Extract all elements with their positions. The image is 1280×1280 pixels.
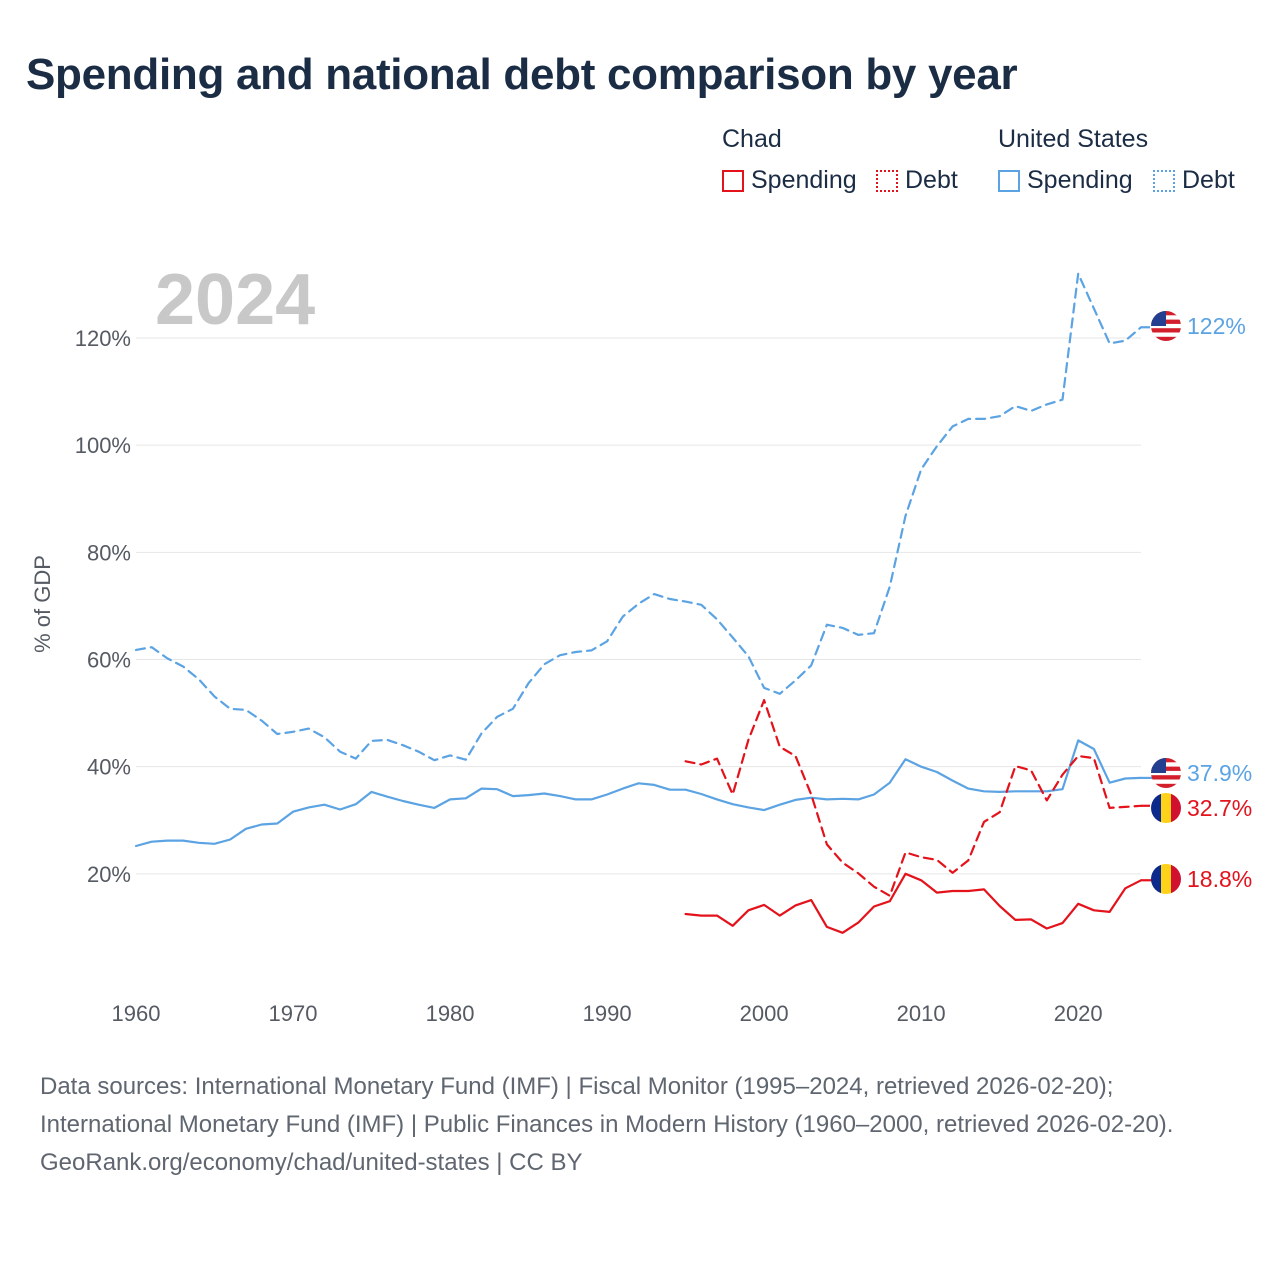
legend-group-united-states: United States [998,125,1149,153]
line-chart: 2024 20%40%60%80%100%120% 1960 1970 1980 19… [30,260,1252,1026]
chart-title: Spending and national debt comparison by… [26,50,1018,99]
legend-item-chad-spending[interactable]: Spending [722,166,857,195]
end-label-chad-debt: 32.7% [1187,795,1252,821]
x-tick-label: 1960 [112,1001,161,1026]
flag-chad-debt-icon [1151,793,1181,823]
x-axis: 1960 1970 1980 1990 2000 2010 2020 [112,1001,1103,1026]
credit-link[interactable]: GeoRank.org/economy/chad/united-states |… [40,1149,583,1176]
x-tick-label: 1980 [426,1001,475,1026]
y-tick-label: 120% [75,326,131,351]
legend-item-us-spending[interactable]: Spending [998,166,1133,195]
series-line-chad-debt[interactable] [684,699,1143,897]
x-tick-label: 1990 [583,1001,632,1026]
y-tick-label: 20% [87,862,131,887]
legend-item-chad-debt[interactable]: Debt [876,166,958,195]
series-line-united-states-debt[interactable] [134,272,1143,762]
end-label-chad-spending: 18.8% [1187,866,1252,892]
legend-label-us-debt: Debt [1182,166,1235,194]
footer: Data sources: International Monetary Fun… [40,1068,1240,1182]
end-label-us-spending: 37.9% [1187,760,1252,786]
series-line-united-states-spending[interactable] [134,739,1143,848]
legend-swatch-chad-spending [722,169,744,192]
data-sources: Data sources: International Monetary Fun… [40,1073,1174,1138]
y-axis: 20% 40% 60% 80% 100% 120% [75,326,131,887]
series-line-chad-spending[interactable] [684,872,1143,934]
x-tick-label: 2010 [897,1001,946,1026]
y-tick-label: 60% [87,648,131,673]
legend-label-chad-debt: Debt [905,166,958,194]
legend-swatch-us-debt [1153,169,1175,192]
end-label-us-debt: 122% [1187,313,1246,339]
y-axis-title: % of GDP [30,555,55,653]
flag-united-states-spending-icon [1151,758,1181,788]
flag-chad-spending-icon [1151,864,1181,894]
y-tick-label: 100% [75,433,131,458]
y-tick-label: 80% [87,540,131,565]
series-lines [134,272,1152,934]
x-tick-label: 1970 [269,1001,318,1026]
gridlines [136,337,1141,875]
y-tick-label: 40% [87,755,131,780]
x-tick-label: 2020 [1054,1001,1103,1026]
legend-swatch-chad-debt [876,169,898,192]
legend-swatch-us-spending [998,169,1020,192]
legend-label-us-spending: Spending [1027,166,1133,194]
legend-group-chad: Chad [722,125,782,153]
legend-item-us-debt[interactable]: Debt [1153,166,1235,195]
x-tick-label: 2000 [740,1001,789,1026]
year-watermark: 2024 [155,260,315,340]
legend-label-chad-spending: Spending [751,166,857,194]
flag-united-states-debt-icon [1151,311,1181,341]
